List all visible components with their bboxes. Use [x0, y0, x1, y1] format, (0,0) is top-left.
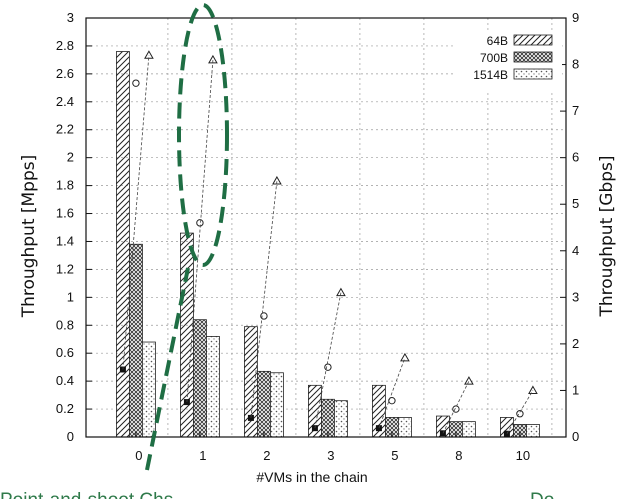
point-1514B-0 [144, 50, 154, 59]
annotation [145, 3, 229, 471]
point-1514B-5 [400, 352, 410, 362]
y-tick-label-2: 0.4 [56, 373, 74, 388]
bar-1514B-1 [206, 336, 220, 438]
x-tick-label-5: 8 [455, 448, 462, 463]
y2-tick-label-6: 6 [572, 150, 579, 165]
point-700B-1 [196, 219, 204, 227]
y-tick-label-10: 2 [67, 150, 74, 165]
bar-700B-0 [129, 243, 143, 438]
legend: 64B 700B 1514B [454, 30, 562, 90]
point-connector-0 [122, 55, 150, 370]
bar-1514B-0 [142, 341, 156, 438]
y-tick-label-12: 2.4 [56, 94, 74, 109]
point-700B-8 [452, 405, 460, 413]
axes [85, 17, 567, 438]
y2-tick-label-5: 5 [572, 196, 579, 211]
bar-700B-1 [193, 319, 207, 438]
bar-1514B-8 [462, 421, 476, 438]
point-700B-5 [388, 396, 396, 405]
y-tick-label-0: 0 [67, 429, 74, 444]
x-tick-label-2: 2 [263, 448, 270, 463]
tick-labels: 0 0.2 0.4 0.6 0.8 1 1.2 1.4 1.6 1.8 2 2.2 2.4 2.6 2.8 3… [56, 10, 579, 463]
y2-axis-title: Throughput [Gbps] [597, 155, 617, 317]
bar-1514B-2 [270, 372, 284, 438]
legend-swatch-64B [513, 34, 553, 46]
y-tick-label-5: 1 [67, 289, 74, 304]
y-axis-title: Throughput [Mpps] [19, 155, 39, 319]
bar-1514B-3 [334, 400, 348, 438]
caption-left: Point-and-shoot Chs [0, 490, 173, 499]
bar-64B-1 [180, 232, 194, 438]
y-tick-label-7: 1.4 [56, 233, 74, 248]
x-axis-title: #VMs in the chain [256, 469, 367, 485]
bar-1514B-5 [398, 417, 412, 438]
x-tick-label-3: 3 [327, 448, 334, 463]
y-tick-label-8: 1.6 [56, 206, 74, 221]
bar-64B-0 [116, 51, 130, 438]
point-connector-5 [378, 357, 406, 429]
point-connector-3 [314, 292, 342, 429]
legend-label-700B: 700B [480, 51, 508, 65]
point-1514B-3 [336, 287, 346, 297]
legend-label-1514B: 1514B [473, 68, 508, 82]
y-tick-label-15: 3 [67, 10, 74, 25]
y2-tick-label-7: 7 [572, 103, 579, 118]
legend-label-64B: 64B [487, 34, 508, 48]
y2-tick-label-9: 9 [572, 10, 579, 25]
y2-tick-label-8: 8 [572, 57, 579, 72]
y2-tick-label-0: 0 [572, 429, 579, 444]
y2-tick-label-3: 3 [572, 289, 579, 304]
legend-swatch-1514B [513, 68, 553, 80]
point-1514B-8 [464, 376, 474, 385]
point-700B-0 [132, 79, 140, 87]
y2-tick-label-1: 1 [572, 382, 579, 397]
y-tick-label-14: 2.8 [56, 38, 74, 53]
y-tick-label-11: 2.2 [56, 122, 74, 137]
y-tick-label-3: 0.6 [56, 345, 74, 360]
x-tick-label-4: 5 [391, 448, 398, 463]
y-tick-label-1: 0.2 [56, 401, 74, 416]
y-tick-label-4: 0.8 [56, 317, 74, 332]
caption-right: Do [530, 490, 554, 499]
bar-700B-2 [257, 370, 271, 438]
gbps-points [119, 50, 538, 437]
x-tick-label-6: 10 [516, 448, 530, 463]
point-connector-1 [186, 59, 214, 403]
bar-1514B-10 [526, 424, 540, 438]
legend-swatch-700B [513, 51, 553, 63]
y-tick-label-6: 1.2 [56, 261, 74, 276]
point-1514B-10 [528, 385, 538, 394]
annotation-arrow [145, 267, 190, 471]
x-tick-label-0: 0 [135, 448, 142, 463]
x-tick-label-1: 1 [199, 448, 206, 463]
y-tick-label-9: 1.8 [56, 178, 74, 193]
bar-700B-3 [321, 398, 335, 438]
plot-frame [85, 17, 567, 438]
y2-tick-label-4: 4 [572, 243, 579, 258]
y-tick-label-13: 2.6 [56, 66, 74, 81]
y2-tick-label-2: 2 [572, 336, 579, 351]
annotation-ellipse [177, 3, 229, 267]
point-700B-3 [324, 363, 332, 371]
point-connector-10 [506, 390, 534, 434]
